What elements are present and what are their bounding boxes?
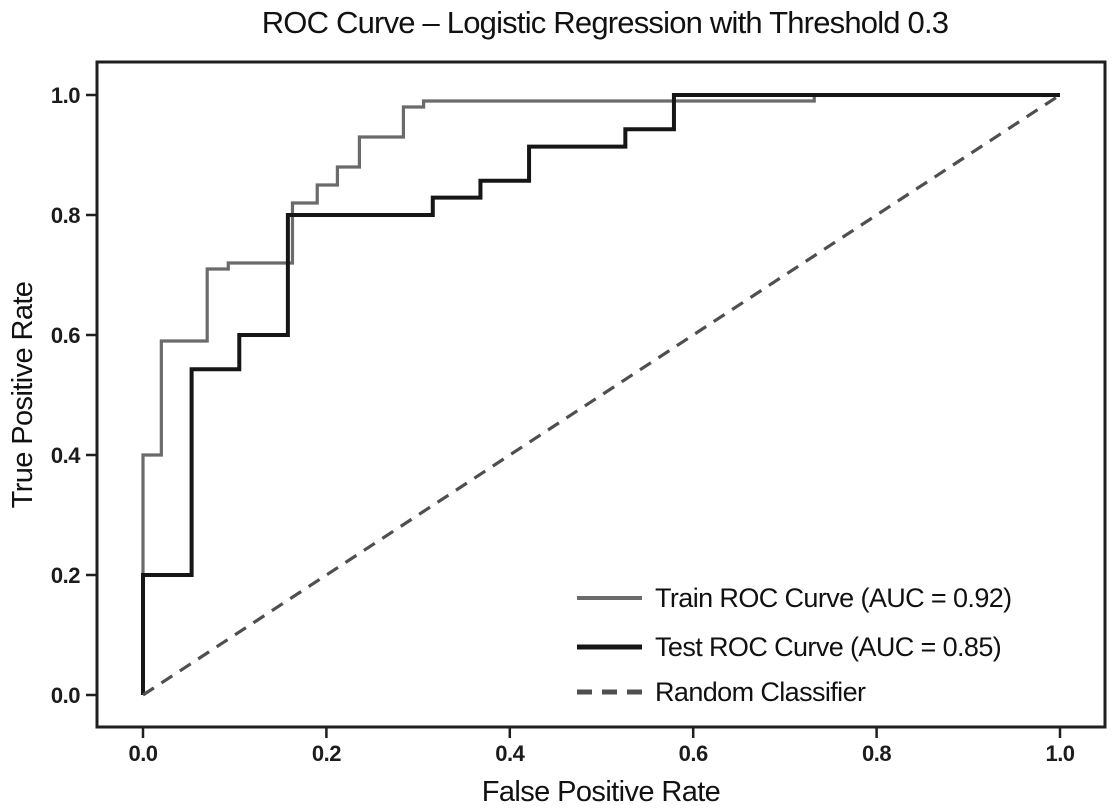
legend-label-test: Test ROC Curve (AUC = 0.85): [655, 632, 1001, 662]
curve-0: [141, 93, 1060, 695]
axis-ticks: 0.0 0.2 0.4 0.6 0.8 1.0 0.0 0.2 0.4 0.6 0.8 1.0: [51, 83, 1075, 766]
chart-title: ROC Curve – Logistic Regression with Thr…: [262, 5, 949, 40]
legend-label-train: Train ROC Curve (AUC = 0.92): [655, 583, 1012, 613]
curve-2: [142, 93, 1061, 697]
legend: Train ROC Curve (AUC = 0.92) Test ROC Cu…: [577, 583, 1012, 707]
x-tick-label: 0.2: [312, 741, 341, 766]
x-tick-label: 0.0: [128, 741, 157, 766]
y-tick-label: 1.0: [51, 83, 80, 108]
legend-label-random: Random Classifier: [655, 677, 866, 707]
y-tick-label: 0.6: [51, 323, 80, 348]
x-tick-label: 0.6: [679, 741, 708, 766]
y-tick-label: 0.2: [51, 563, 80, 588]
plot-border: [95, 60, 1107, 729]
curve-1: [141, 93, 1060, 695]
y-tick-label: 0.4: [51, 443, 81, 468]
roc-curves: [141, 93, 1061, 697]
x-tick-label: 0.8: [862, 741, 891, 766]
x-tick-label: 0.4: [495, 741, 525, 766]
x-axis-label: False Positive Rate: [482, 776, 720, 808]
y-tick-label: 0.0: [51, 683, 80, 708]
y-axis-label: True Positive Rate: [7, 282, 39, 509]
y-tick-label: 0.8: [51, 203, 80, 228]
x-tick-label: 1.0: [1045, 741, 1074, 766]
